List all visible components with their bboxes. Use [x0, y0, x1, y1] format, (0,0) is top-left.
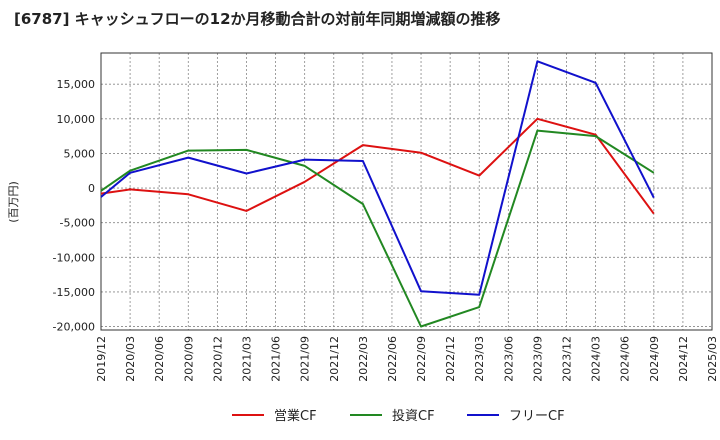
- y-axis-label: (百万円): [7, 181, 20, 223]
- x-tick-label: 2020/12: [211, 336, 224, 382]
- chart-title: [6787] キャッシュフローの12か月移動合計の対前年同期増減額の推移: [14, 10, 501, 28]
- plot-frame: [100, 52, 713, 331]
- x-tick-label: 2021/09: [299, 336, 312, 382]
- y-tick-label: -10,000: [53, 251, 95, 264]
- series-layer: [100, 60, 655, 328]
- x-tick-label: 2024/12: [677, 336, 690, 382]
- x-tick-label: 2022/03: [357, 336, 370, 382]
- series-line: [100, 117, 655, 215]
- x-tick-label: 2023/09: [531, 336, 544, 382]
- x-tick-label: 2023/03: [473, 336, 486, 382]
- x-tick-label: 2021/12: [328, 336, 341, 382]
- x-tick-label: 2021/06: [270, 336, 283, 382]
- x-tick-label: 2025/03: [706, 336, 719, 382]
- x-tick-label: 2020/06: [153, 336, 166, 382]
- x-tick-label: 2021/03: [240, 336, 253, 382]
- legend-label: 営業CF: [274, 408, 317, 424]
- x-tick-label: 2022/06: [386, 336, 399, 382]
- x-tick-label: 2023/12: [561, 336, 574, 382]
- y-tick-label: 10,000: [57, 113, 96, 126]
- legend-label: フリーCF: [509, 409, 565, 424]
- y-tick-label: -20,000: [53, 321, 95, 334]
- grid-layer: [100, 53, 713, 330]
- legend-label: 投資CF: [392, 408, 435, 424]
- y-tick-label: -5,000: [60, 217, 95, 230]
- y-tick-label: 15,000: [57, 78, 96, 91]
- series-line: [100, 60, 655, 296]
- x-tick-label: 2024/09: [648, 336, 661, 382]
- x-axis-ticks: 2019/12 2020/03 2020/06 2020/09 2020/12 2021/…: [95, 336, 719, 382]
- x-tick-label: 2020/09: [182, 336, 195, 382]
- x-tick-label: 2024/03: [590, 336, 603, 382]
- x-tick-label: 2024/06: [619, 336, 632, 382]
- legend: 営業CF 投資CF フリーCF: [232, 408, 565, 424]
- series-line: [100, 129, 655, 328]
- y-tick-label: -15,000: [53, 286, 95, 299]
- x-tick-label: 2023/06: [502, 336, 515, 382]
- y-tick-label: 5,000: [64, 147, 96, 160]
- y-axis-ticks: 15,000 10,000 5,000 0 -5,000 -10,000 -15,000 -2…: [53, 78, 95, 333]
- y-tick-label: 0: [88, 182, 95, 195]
- x-tick-label: 2020/03: [124, 336, 137, 382]
- x-tick-label: 2019/12: [95, 336, 108, 382]
- x-tick-label: 2022/12: [444, 336, 457, 382]
- x-tick-label: 2022/09: [415, 336, 428, 382]
